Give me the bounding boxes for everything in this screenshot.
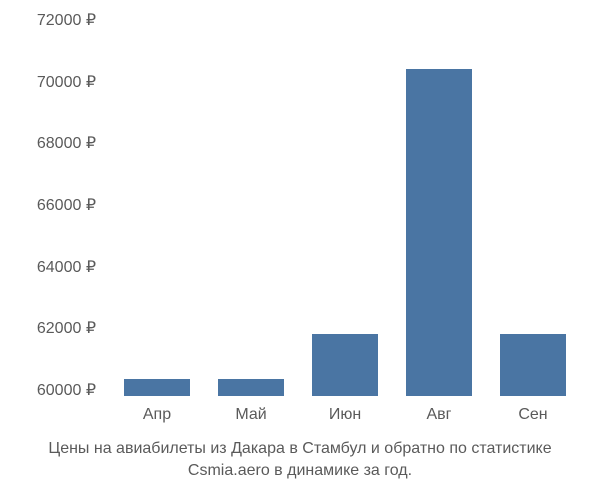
y-tick-label: 70000 ₽: [0, 72, 96, 92]
x-tick-label: Май: [235, 406, 266, 424]
x-tick-label: Сен: [518, 406, 547, 424]
bar: [218, 379, 284, 396]
bar: [500, 334, 566, 396]
bar: [312, 334, 378, 396]
x-tick-label: Авг: [426, 406, 451, 424]
plot-area: [110, 14, 580, 396]
y-tick-label: 66000 ₽: [0, 195, 96, 215]
y-tick-label: 72000 ₽: [0, 10, 96, 30]
chart-container: 60000 ₽ 62000 ₽ 64000 ₽ 66000 ₽ 68000 ₽ 70000…: [0, 0, 600, 500]
bar: [124, 379, 190, 396]
y-tick-label: 60000 ₽: [0, 380, 96, 400]
x-tick-label: Апр: [143, 406, 171, 424]
y-tick-label: 62000 ₽: [0, 318, 96, 338]
chart-caption: Цены на авиабилеты из Дакара в Стамбул и…: [20, 438, 580, 481]
y-tick-label: 68000 ₽: [0, 133, 96, 153]
x-tick-label: Июн: [329, 406, 361, 424]
y-tick-label: 64000 ₽: [0, 257, 96, 277]
bar: [406, 69, 472, 396]
